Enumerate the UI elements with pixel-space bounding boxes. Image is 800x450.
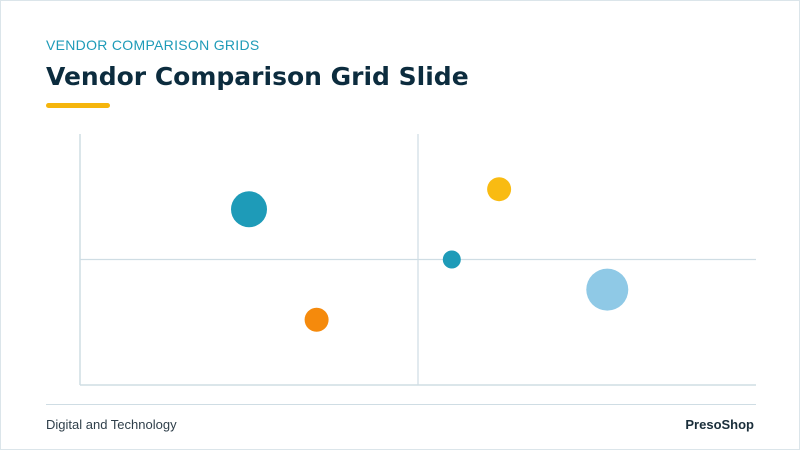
vendor-bubble — [586, 268, 629, 311]
vendor-points — [231, 177, 629, 332]
title-accent-bar — [46, 103, 110, 108]
slide-title: Vendor Comparison Grid Slide — [46, 62, 469, 91]
footer-brand: PresoShop — [685, 417, 754, 432]
footer-category: Digital and Technology — [46, 417, 177, 432]
vendor-bubble — [487, 177, 512, 202]
vendor-bubble — [231, 191, 267, 228]
slide-eyebrow: VENDOR COMPARISON GRIDS — [46, 37, 260, 53]
vendor-bubble — [304, 307, 329, 332]
vendor-bubble — [442, 250, 461, 269]
footer-divider — [46, 404, 756, 405]
